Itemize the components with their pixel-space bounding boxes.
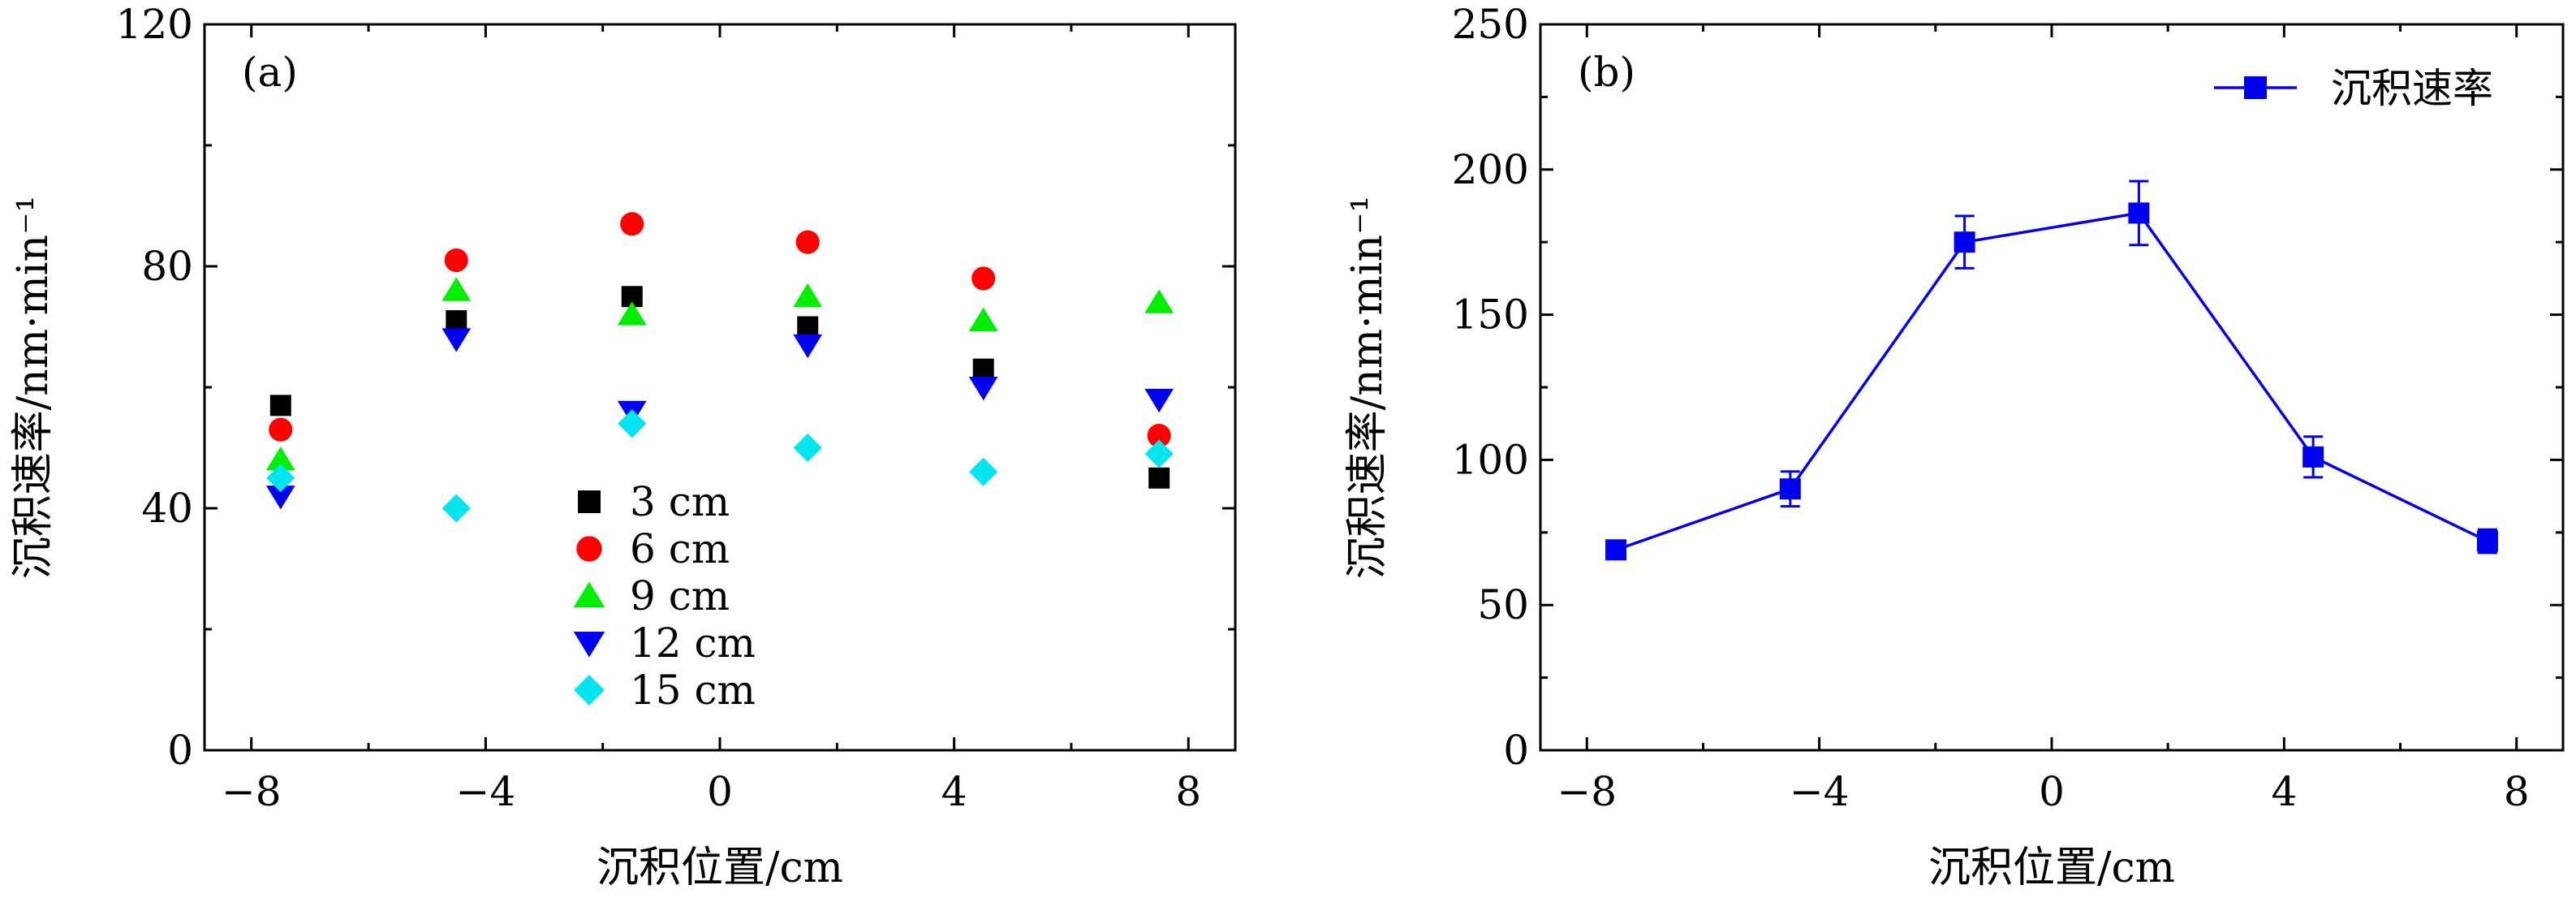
legend-label: 12 cm (630, 620, 756, 667)
data-point-9cm (442, 277, 472, 301)
data-point-12cm (793, 334, 823, 359)
data-point-3cm (1148, 467, 1170, 489)
data-point-12cm (968, 377, 998, 401)
data-point-15cm (1144, 439, 1174, 468)
data-point-9cm (968, 307, 998, 332)
legend-marker (574, 675, 605, 706)
data-point-6cm (269, 417, 293, 442)
data-point-15cm (266, 464, 295, 493)
data-point (2302, 446, 2324, 468)
y-tick-label: 250 (1452, 1, 1529, 48)
x-axis-label: 沉积位置/cm (1928, 844, 2175, 892)
data-point-12cm (265, 486, 295, 510)
data-point-3cm (269, 395, 291, 417)
y-axis-label: 沉积速率/nm·min⁻¹ (1343, 196, 1392, 580)
panel-label: (a) (242, 49, 298, 96)
x-tick-label: −4 (1790, 768, 1850, 815)
data-point-6cm (620, 212, 644, 236)
data-point-6cm (795, 230, 820, 254)
legend-label: 沉积速率 (2331, 65, 2493, 112)
data-point (1954, 231, 1975, 253)
data-point-3cm (972, 358, 994, 380)
data-point-15cm (969, 457, 998, 486)
data-point-6cm (971, 266, 996, 291)
x-tick-label: −8 (1557, 768, 1617, 815)
x-tick-label: 4 (2271, 768, 2297, 815)
x-tick-label: −4 (456, 768, 516, 815)
data-point-9cm (793, 283, 823, 308)
legend-label: 6 cm (630, 525, 730, 572)
data-point-3cm (446, 310, 467, 332)
y-tick-label: 40 (141, 485, 193, 532)
data-point-12cm (1144, 388, 1174, 413)
y-axis-label: 沉积速率/nm·min⁻¹ (9, 196, 58, 580)
data-point-6cm (444, 248, 468, 273)
data-point-15cm (618, 409, 647, 438)
legend-marker (2244, 76, 2267, 99)
y-tick-label: 100 (1452, 436, 1529, 483)
y-tick-label: 200 (1452, 146, 1529, 193)
data-point (1779, 478, 1801, 500)
data-point-9cm (265, 447, 295, 471)
legend-label: 9 cm (630, 572, 730, 620)
data-point (2476, 530, 2498, 552)
x-tick-label: 4 (941, 768, 967, 815)
series-line (1615, 211, 2488, 551)
data-point-9cm (1144, 289, 1174, 313)
plot-frame (1539, 23, 2565, 752)
x-tick-label: 0 (2039, 768, 2065, 815)
data-point-15cm (442, 494, 471, 523)
legend-marker (573, 632, 605, 658)
legend-marker (576, 536, 602, 562)
data-point-12cm (442, 328, 472, 352)
panel-label: (b) (1578, 49, 1635, 96)
data-point-3cm (797, 316, 819, 338)
data-point-15cm (793, 433, 822, 463)
x-tick-label: 8 (2504, 768, 2530, 815)
y-tick-label: 120 (116, 1, 193, 48)
legend-marker (573, 581, 605, 607)
data-point-9cm (617, 301, 647, 326)
legend-label: 3 cm (630, 478, 730, 525)
x-tick-label: −8 (222, 768, 282, 815)
y-tick-label: 0 (167, 727, 193, 774)
y-tick-label: 150 (1452, 291, 1529, 339)
x-tick-label: 0 (707, 768, 733, 815)
panel-b-chart: −8 −4 0 4 8 0 50 100 150 200 250 沉积位置/cm 沉积速率/nm·min… (1343, 1, 2565, 892)
y-tick-label: 50 (1477, 581, 1529, 628)
y-tick-label: 80 (141, 243, 193, 290)
legend-marker (578, 490, 601, 513)
data-point-6cm (1147, 424, 1171, 448)
data-point (1605, 539, 1627, 561)
legend-label: 15 cm (630, 667, 756, 714)
x-tick-label: 8 (1175, 768, 1201, 815)
x-axis-label: 沉积位置/cm (597, 844, 843, 892)
data-point (2128, 202, 2150, 224)
panel-a-chart: −8 −4 0 4 804080120沉积位置/cm沉积速率/nm·min⁻¹(a)3 … (9, 1, 1237, 892)
y-tick-label: 0 (1503, 727, 1529, 774)
